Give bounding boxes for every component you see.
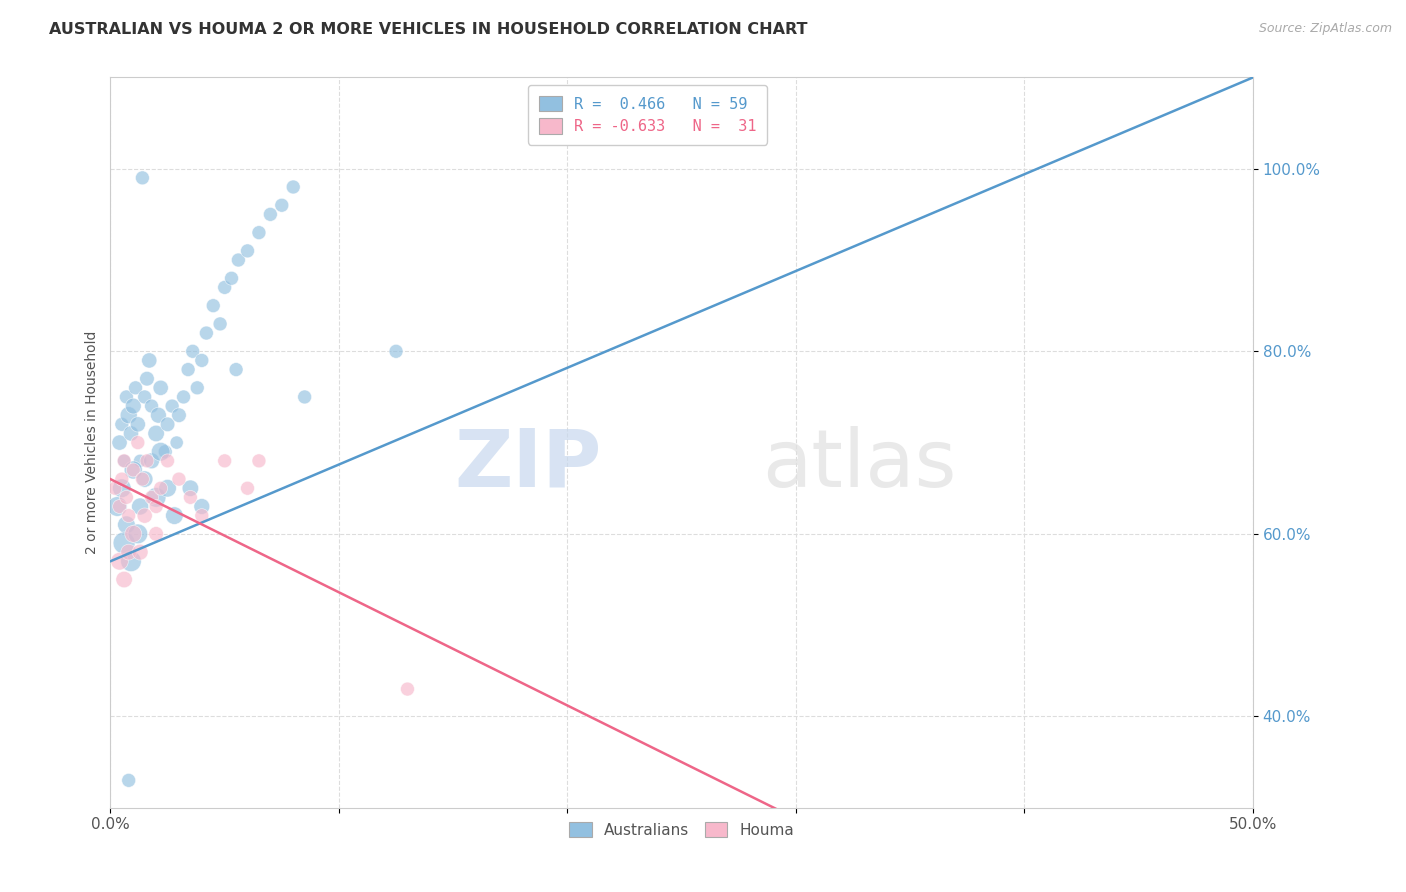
Point: [136, 372, 159, 386]
Text: AUSTRALIAN VS HOUMA 2 OR MORE VEHICLES IN HOUSEHOLD CORRELATION CHART: AUSTRALIAN VS HOUMA 2 OR MORE VEHICLES I…: [49, 22, 807, 37]
Point: [118, 545, 141, 559]
Point: [112, 454, 135, 468]
Point: [108, 554, 131, 568]
Point: [141, 454, 163, 468]
Legend: Australians, Houma: Australians, Houma: [562, 815, 800, 844]
Point: [186, 381, 208, 395]
Point: [134, 390, 156, 404]
Point: [112, 536, 135, 550]
Point: [155, 444, 177, 458]
Point: [179, 491, 201, 505]
Point: [247, 454, 270, 468]
Point: [111, 472, 134, 486]
Point: [385, 344, 408, 359]
Point: [127, 417, 149, 432]
Point: [129, 500, 152, 514]
Text: atlas: atlas: [762, 425, 956, 503]
Point: [167, 472, 190, 486]
Point: [236, 481, 259, 495]
Point: [156, 481, 179, 495]
Point: [115, 390, 138, 404]
Point: [108, 500, 131, 514]
Point: [141, 491, 163, 505]
Point: [225, 362, 247, 376]
Point: [191, 353, 214, 368]
Point: [181, 344, 204, 359]
Point: [118, 408, 141, 422]
Point: [122, 463, 145, 477]
Point: [149, 481, 172, 495]
Text: Source: ZipAtlas.com: Source: ZipAtlas.com: [1258, 22, 1392, 36]
Point: [191, 500, 214, 514]
Point: [129, 545, 152, 559]
Point: [127, 527, 149, 541]
Point: [214, 454, 236, 468]
Point: [149, 381, 172, 395]
Point: [221, 271, 243, 285]
Point: [111, 417, 134, 432]
Point: [166, 435, 188, 450]
Point: [145, 527, 167, 541]
Point: [163, 508, 186, 523]
Point: [259, 207, 281, 221]
Point: [191, 508, 214, 523]
Point: [104, 481, 127, 495]
Point: [115, 517, 138, 532]
Point: [173, 390, 195, 404]
Point: [283, 180, 305, 194]
Point: [149, 444, 172, 458]
Point: [202, 299, 225, 313]
Point: [167, 408, 190, 422]
Point: [122, 463, 145, 477]
Point: [118, 508, 141, 523]
Point: [396, 682, 419, 697]
Point: [134, 508, 156, 523]
Point: [294, 390, 316, 404]
Point: [131, 472, 153, 486]
Point: [160, 399, 183, 413]
Point: [120, 554, 142, 568]
Point: [177, 362, 200, 376]
Point: [270, 198, 292, 212]
Point: [122, 527, 145, 541]
Point: [111, 481, 134, 495]
Point: [179, 481, 201, 495]
Y-axis label: 2 or more Vehicles in Household: 2 or more Vehicles in Household: [86, 331, 100, 554]
Point: [247, 226, 270, 240]
Point: [145, 426, 167, 441]
Point: [127, 435, 149, 450]
Point: [141, 399, 163, 413]
Point: [228, 252, 250, 267]
Point: [120, 426, 142, 441]
Point: [122, 399, 145, 413]
Point: [108, 435, 131, 450]
Point: [131, 170, 153, 185]
Point: [236, 244, 259, 258]
Point: [136, 454, 159, 468]
Point: [105, 500, 128, 514]
Point: [209, 317, 232, 331]
Point: [145, 500, 167, 514]
Point: [115, 491, 138, 505]
Point: [112, 454, 135, 468]
Point: [214, 280, 236, 294]
Point: [156, 417, 179, 432]
Point: [112, 573, 135, 587]
Point: [145, 491, 167, 505]
Point: [118, 773, 141, 788]
Point: [124, 381, 146, 395]
Point: [129, 454, 152, 468]
Point: [195, 326, 218, 340]
Point: [156, 454, 179, 468]
Text: ZIP: ZIP: [454, 425, 602, 503]
Point: [138, 353, 160, 368]
Point: [134, 472, 156, 486]
Point: [148, 408, 170, 422]
